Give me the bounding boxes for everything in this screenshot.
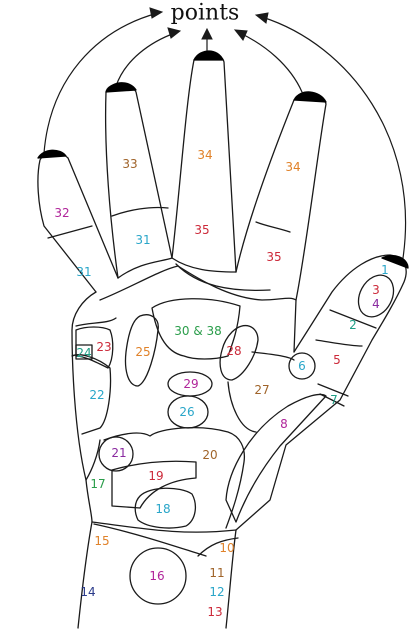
index-finger-outline: [235, 94, 327, 353]
region-6: [288, 352, 316, 380]
label-27: 27: [254, 383, 269, 397]
line-knuckles-mid: [175, 263, 271, 291]
line-thumb-1: [329, 309, 377, 329]
label-14: 14: [80, 585, 95, 599]
region-19: [111, 460, 197, 509]
line-pinky: [47, 225, 93, 239]
label-35-middle: 35: [194, 223, 209, 237]
index-tip: [293, 91, 327, 103]
label-31-ring: 31: [135, 233, 150, 247]
round-regions: [98, 274, 395, 605]
line-index: [255, 221, 291, 233]
middle-finger-outline: [171, 52, 237, 273]
label-15: 15: [94, 534, 109, 548]
arrow-ring-head: [167, 27, 182, 39]
point-labels: 1 2 3 4 5 6 7 8 10 11 12 13 14 15 16 17 …: [54, 148, 388, 619]
label-32: 32: [54, 206, 69, 220]
label-24: 24: [76, 346, 91, 360]
label-20: 20: [202, 448, 217, 462]
region-8: [225, 393, 327, 523]
ring-finger-outline: [104, 83, 173, 279]
region-27-line: [227, 351, 295, 433]
thumb-tip: [381, 254, 409, 269]
region-lower-palm: [103, 426, 246, 529]
label-22: 22: [89, 388, 104, 402]
arrows: [43, 7, 407, 259]
label-19: 19: [148, 469, 163, 483]
label-30-38: 30 & 38: [174, 324, 222, 338]
label-34-index: 34: [285, 160, 300, 174]
label-18: 18: [155, 502, 170, 516]
region-wrist-line: [91, 521, 237, 533]
label-7: 7: [330, 393, 338, 407]
arrow-index: [239, 32, 303, 93]
label-4: 4: [372, 297, 380, 311]
label-12: 12: [209, 585, 224, 599]
arrow-ring: [115, 32, 176, 87]
region-10: [197, 537, 239, 557]
line-knuckles-upper: [117, 257, 237, 279]
region-15-line: [93, 523, 207, 557]
palm-left-outline: [71, 291, 97, 523]
label-5: 5: [333, 353, 341, 367]
label-35-index: 35: [266, 250, 281, 264]
label-8: 8: [280, 417, 288, 431]
label-34-middle: 34: [197, 148, 212, 162]
ring-tip: [105, 82, 137, 93]
region-18: [134, 487, 197, 529]
label-16: 16: [149, 569, 164, 583]
region-16: [129, 547, 187, 605]
region-24-box: [75, 344, 93, 360]
region-17-line: [85, 439, 101, 481]
diagram-title: points: [171, 1, 240, 26]
label-2: 2: [349, 318, 357, 332]
label-10: 10: [219, 541, 234, 555]
fingertips: [37, 50, 409, 269]
arrow-thumb: [261, 16, 407, 259]
region-28: [219, 324, 259, 381]
region-lines: [47, 206, 377, 557]
line-thumb-4: [319, 393, 345, 407]
line-thumb-3: [317, 383, 349, 397]
arrow-thumb-head: [254, 12, 269, 24]
arrow-middle-head: [201, 27, 213, 40]
arrow-pinky-head: [149, 7, 164, 19]
region-3-4: [357, 274, 395, 318]
label-17: 17: [90, 477, 105, 491]
middle-tip: [193, 50, 224, 61]
region-22-left: [71, 354, 112, 435]
label-21: 21: [111, 446, 126, 460]
line-thumb-2: [315, 339, 363, 347]
arrow-pinky: [43, 12, 159, 154]
region-22-divider: [75, 317, 117, 327]
label-29: 29: [183, 377, 198, 391]
label-26: 26: [179, 405, 194, 419]
line-ring: [111, 206, 169, 217]
label-31-pinky: 31: [76, 265, 91, 279]
region-21: [98, 436, 134, 472]
region-25: [124, 314, 159, 387]
label-6: 6: [298, 359, 306, 373]
label-23: 23: [96, 340, 111, 354]
label-28: 28: [226, 344, 241, 358]
region-upper-palm: [151, 298, 241, 360]
arrow-index-head: [233, 29, 248, 41]
label-3: 3: [372, 283, 380, 297]
label-13: 13: [207, 605, 222, 619]
label-25: 25: [135, 345, 150, 359]
thumb-outline: [235, 254, 407, 531]
label-33: 33: [122, 157, 137, 171]
label-11: 11: [209, 566, 224, 580]
pinky-tip: [37, 149, 67, 159]
region-26: [167, 395, 209, 429]
label-1: 1: [381, 263, 389, 277]
